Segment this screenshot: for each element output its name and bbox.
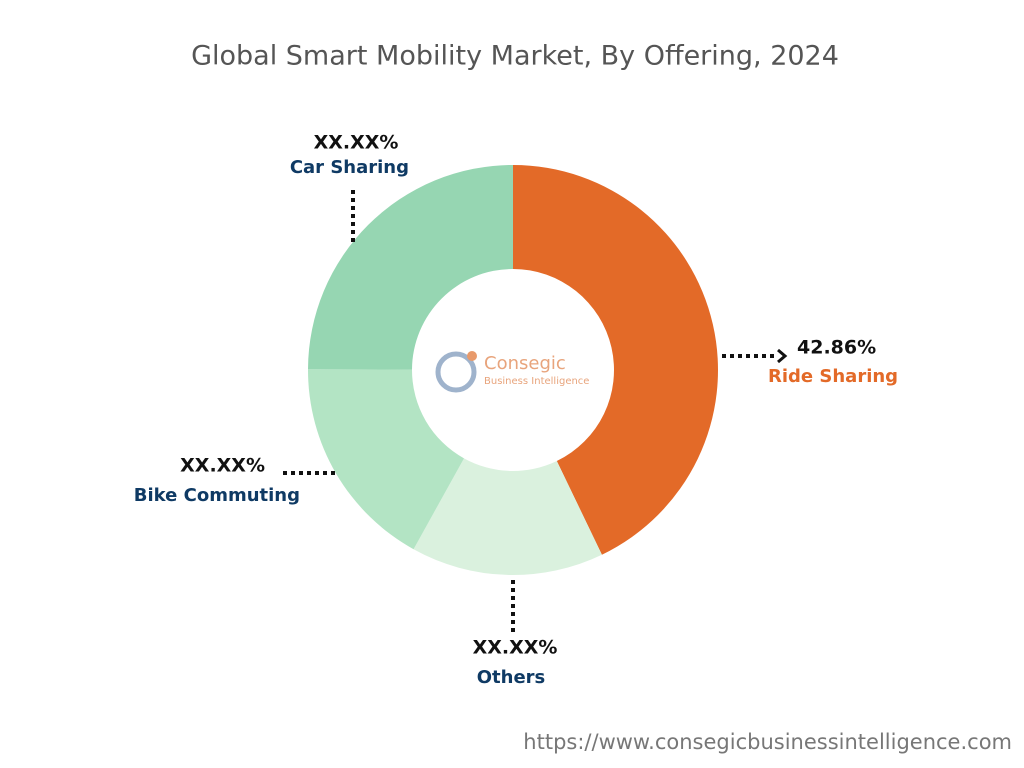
value-label: XX.XX%	[473, 637, 558, 659]
logo-tagline: Business Intelligence	[484, 376, 589, 387]
category-label: Ride Sharing	[768, 366, 898, 387]
donut-slice	[308, 369, 465, 550]
leader-arrow	[777, 348, 788, 364]
logo-name: Consegic	[484, 353, 566, 374]
donut-slice	[513, 165, 719, 555]
donut-slice	[413, 458, 602, 575]
category-label: Others	[477, 667, 546, 688]
category-label: Car Sharing	[290, 157, 409, 178]
logo: Consegic Business Intelligence	[435, 351, 589, 393]
value-label: XX.XX%	[180, 455, 265, 477]
footer-url: https://www.consegicbusinessintelligence…	[523, 730, 1012, 754]
chart-title: Global Smart Mobility Market, By Offerin…	[191, 41, 839, 72]
value-label: 42.86%	[797, 337, 876, 359]
logo-dot	[467, 351, 477, 361]
logo-icon	[435, 351, 477, 393]
value-label: XX.XX%	[314, 132, 399, 154]
category-label: Bike Commuting	[134, 485, 300, 506]
donut-slice	[308, 165, 513, 370]
